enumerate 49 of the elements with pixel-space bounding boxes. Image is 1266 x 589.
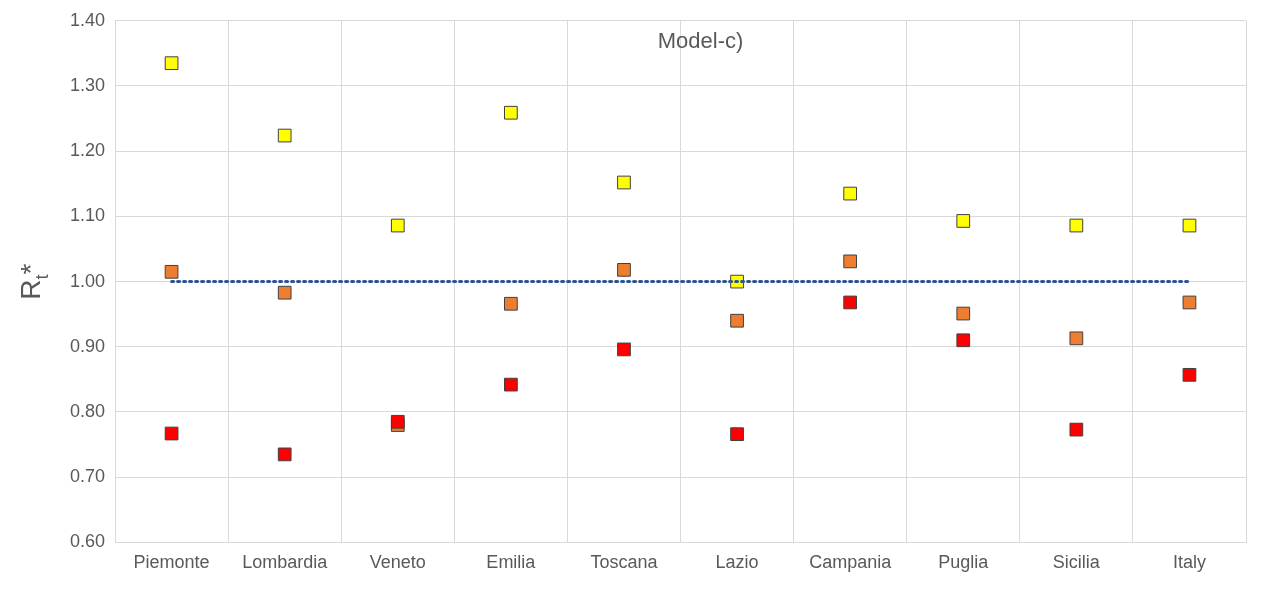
point [956, 214, 971, 228]
point [504, 296, 518, 311]
point [617, 175, 631, 190]
y-tick-label: 0.90 [69, 335, 106, 356]
point [504, 105, 518, 120]
x-tick-label: Piemonte [133, 552, 210, 573]
y-tick-label: 1.20 [69, 140, 106, 161]
y-axis-title: Rt* [15, 263, 52, 300]
point [1182, 218, 1197, 233]
point [843, 295, 858, 310]
point [617, 342, 631, 357]
point [1069, 422, 1084, 437]
point [617, 263, 631, 277]
y-tick-label: 1.00 [69, 270, 106, 291]
point [1069, 218, 1084, 233]
point [1069, 331, 1084, 346]
point [956, 333, 971, 348]
y-tick-label: 1.30 [69, 74, 106, 95]
point [730, 427, 744, 442]
point [843, 254, 858, 269]
x-tick-label: Sicilia [1052, 552, 1101, 573]
x-tick-label: Italy [1172, 552, 1206, 573]
x-tick-label: Veneto [369, 552, 426, 573]
point [277, 128, 292, 143]
point [730, 313, 744, 328]
point [164, 264, 179, 279]
point [164, 56, 179, 71]
x-tick-label: Puglia [938, 552, 990, 573]
point [1182, 367, 1197, 382]
point [843, 186, 858, 201]
point [504, 377, 518, 392]
y-tick-label: 0.60 [69, 531, 106, 552]
point [277, 447, 292, 462]
point [164, 426, 179, 441]
chart-title: Model-c) [657, 27, 744, 53]
x-tick-label: Lazio [715, 552, 759, 573]
x-tick-label: Lombardia [242, 552, 329, 573]
point [390, 218, 405, 233]
x-tick-label: Emilia [486, 552, 537, 573]
x-tick-label: Campania [809, 552, 893, 573]
y-tick-label: 1.40 [69, 9, 106, 30]
y-tick-label: 0.80 [69, 400, 106, 421]
point [390, 414, 405, 429]
y-tick-label: 0.70 [69, 466, 106, 487]
point [1182, 295, 1197, 310]
x-tick-label: Toscana [590, 552, 659, 573]
point [277, 285, 292, 300]
point [956, 306, 971, 321]
y-tick-label: 1.10 [69, 205, 106, 226]
